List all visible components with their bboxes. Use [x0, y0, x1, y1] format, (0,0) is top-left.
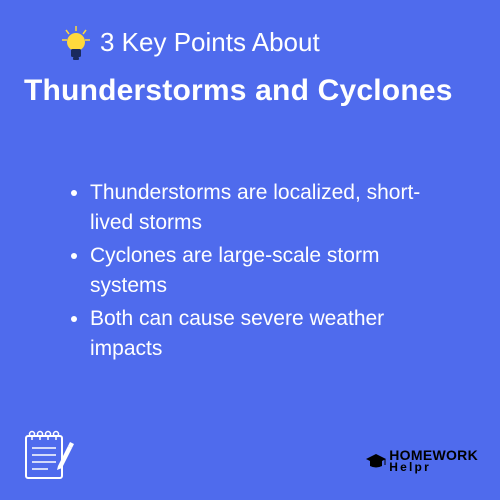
notepad-icon [18, 424, 76, 482]
key-points-list: Thunderstorms are localized, short-lived… [0, 108, 500, 367]
brand-text: HOMEWORK Helpr [389, 450, 478, 472]
list-item: Both can cause severe weather impacts [90, 304, 460, 367]
list-item: Cyclones are large-scale storm systems [90, 241, 460, 304]
main-title: Thunderstorms and Cyclones [0, 60, 500, 108]
graduation-cap-icon [365, 452, 387, 470]
list-item: Thunderstorms are localized, short-lived… [90, 178, 460, 241]
subtitle-text: 3 Key Points About [100, 27, 320, 58]
brand-logo: HOMEWORK Helpr [365, 450, 478, 472]
brand-line2: Helpr [389, 462, 478, 472]
header-row: 3 Key Points About [0, 0, 500, 60]
lightbulb-icon [58, 24, 94, 60]
